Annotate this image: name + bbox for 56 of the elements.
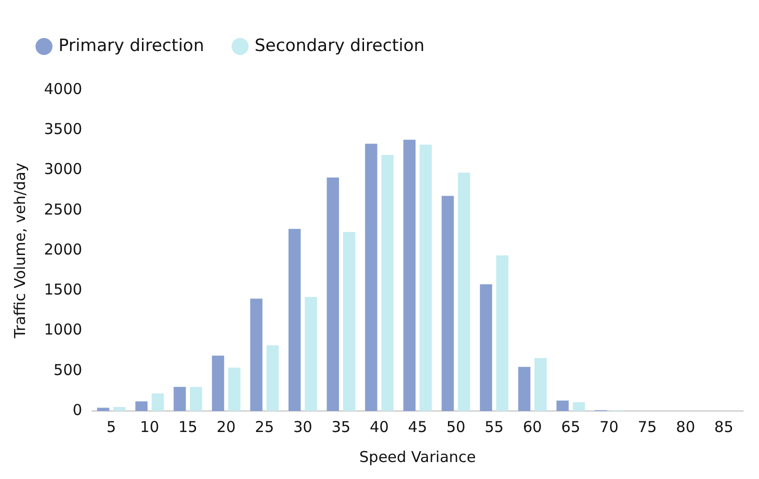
y-tick-label: 500 — [54, 360, 82, 379]
y-tick-label: 3000 — [44, 160, 82, 178]
bar — [174, 386, 186, 411]
bar — [442, 196, 454, 411]
bar — [152, 393, 164, 411]
legend-label: Secondary direction — [254, 36, 425, 56]
y-tick-label: 4000 — [44, 80, 82, 98]
x-tick-label: 30 — [293, 418, 312, 436]
y-tick-label: 2000 — [44, 240, 82, 258]
x-tick-label: 35 — [331, 418, 351, 436]
legend-label: Primary direction — [58, 36, 204, 56]
bar — [190, 386, 202, 411]
bar — [326, 177, 339, 411]
x-tick-label: 70 — [599, 418, 619, 436]
y-tick-label: 1500 — [44, 280, 82, 299]
bar — [572, 402, 585, 411]
bar — [496, 255, 508, 411]
x-tick-label: 15 — [178, 418, 198, 436]
y-tick-label: 2500 — [44, 200, 82, 218]
bar — [228, 368, 240, 411]
bar — [556, 400, 569, 411]
x-tick-label: 85 — [714, 418, 734, 436]
x-tick-label: 10 — [140, 418, 160, 436]
x-tick-label: 5 — [106, 418, 116, 436]
y-tick-label: 1000 — [44, 320, 82, 339]
x-tick-label: 80 — [676, 418, 696, 436]
bar — [420, 144, 432, 411]
bar — [365, 144, 378, 411]
bar — [480, 284, 492, 411]
y-tick-label: 0 — [72, 400, 82, 419]
x-tick-label: 60 — [522, 418, 542, 436]
x-tick-label: 65 — [561, 418, 580, 436]
bar — [403, 140, 416, 411]
x-tick-label: 50 — [446, 418, 466, 436]
bar — [113, 406, 126, 411]
bar — [97, 408, 110, 411]
bar — [518, 366, 530, 411]
bar — [458, 172, 470, 411]
x-tick-label: 45 — [408, 418, 428, 436]
y-axis-title: Traffic Volume, veh/day — [10, 162, 29, 340]
bar — [343, 232, 356, 411]
bar — [135, 401, 148, 411]
x-tick-label: 40 — [370, 418, 389, 436]
x-tick-label: 25 — [254, 418, 274, 436]
bar — [250, 298, 262, 411]
bar — [266, 345, 279, 411]
x-axis-title: Speed Variance — [359, 448, 476, 466]
bar — [288, 228, 301, 411]
bar — [534, 358, 547, 411]
x-tick-label: 75 — [638, 418, 657, 436]
x-tick-label: 55 — [484, 418, 504, 436]
y-tick-label: 3500 — [44, 120, 82, 138]
bar — [304, 297, 317, 411]
bar — [212, 356, 224, 411]
bar — [381, 155, 394, 411]
x-tick-label: 20 — [216, 418, 236, 436]
